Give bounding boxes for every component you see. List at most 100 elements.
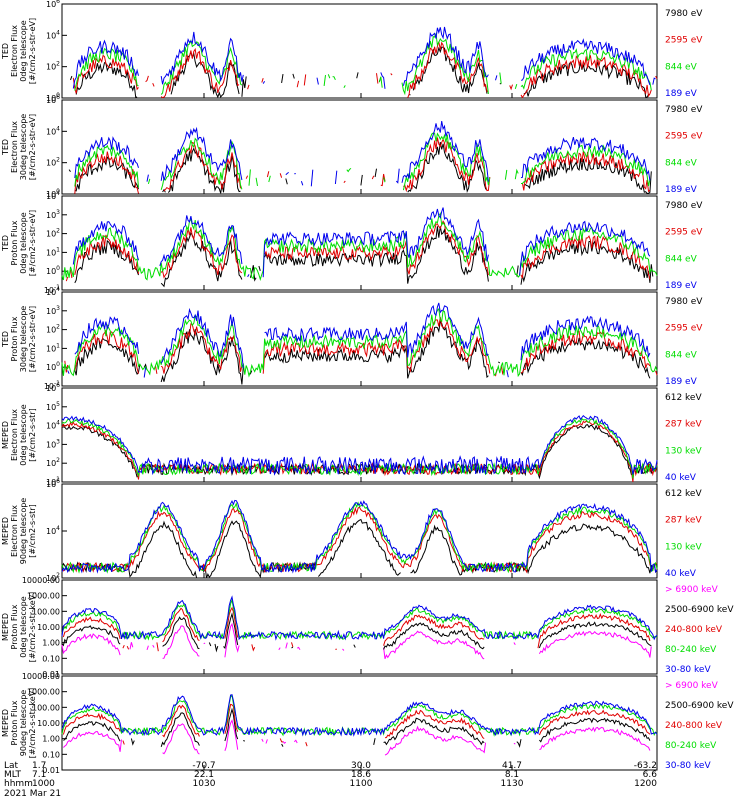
- y-tick-label: 10.00: [37, 719, 60, 728]
- legend-entry: 7980 eV: [665, 105, 703, 115]
- y-axis-label: TEDElectron Flux30deg telescope[#/cm2-s-…: [1, 114, 37, 181]
- y-tick-label: 100.00: [32, 607, 60, 616]
- legend-entry: 844 eV: [665, 62, 698, 72]
- y-tick-label: 101: [46, 476, 60, 487]
- legend-entry: 7980 eV: [665, 9, 703, 19]
- legend-entry: 240-800 keV: [665, 721, 723, 731]
- panel-frame: [61, 3, 658, 99]
- legend-entry: 7980 eV: [665, 297, 703, 307]
- legend-entry: 844 eV: [665, 254, 698, 264]
- x-tick-label-mlt: 8.1: [505, 770, 519, 780]
- series-trace-blue: [72, 26, 656, 89]
- y-axis-label: TEDProton Flux0deg telescope[#/cm2-s-str…: [1, 210, 37, 276]
- y-axis-label: MEPEDProton Flux90deg telescope[#/cm2-s-…: [1, 688, 37, 759]
- legend-entry: 844 eV: [665, 158, 698, 168]
- y-tick-label: 100: [46, 92, 60, 103]
- legend-entry: 40 keV: [665, 473, 697, 483]
- x-tick-label-lat: -70.7: [192, 761, 215, 771]
- row-label-lat: Lat: [4, 761, 19, 771]
- panel-frame: [61, 195, 658, 291]
- y-tick-label: 104: [46, 190, 60, 201]
- x-tick-label-hhmm: 1000: [32, 779, 55, 789]
- y-tick-label: 0.01: [42, 670, 60, 679]
- legend-entry: 2595 eV: [665, 132, 703, 142]
- y-tick-label: 106: [46, 94, 60, 105]
- y-axis-label: TEDElectron Flux0deg telescope[#/cm2-s-s…: [1, 18, 37, 84]
- y-tick-label: 10000.00: [22, 672, 60, 681]
- x-tick-label-mlt: 18.6: [351, 770, 371, 780]
- y-tick-label: 102: [46, 572, 60, 583]
- series-trace-red: [72, 41, 658, 99]
- series-trace-blue: [61, 414, 658, 476]
- x-tick-label-hhmm: 1130: [501, 779, 524, 789]
- y-tick-label: 100: [46, 265, 60, 276]
- series-trace-red: [62, 606, 651, 652]
- series-trace-green: [61, 417, 658, 479]
- row-label-mlt: MLT: [4, 770, 22, 780]
- legend-entry: 189 eV: [665, 89, 698, 99]
- y-tick-label: 102: [46, 457, 60, 468]
- y-tick-label: 1000.00: [27, 592, 60, 601]
- y-tick-label: 102: [46, 324, 60, 335]
- legend-entry: 612 keV: [665, 489, 702, 499]
- y-tick-label: 104: [46, 29, 60, 40]
- legend-entry: 130 keV: [665, 446, 702, 456]
- legend-entry: 240-800 keV: [665, 625, 723, 635]
- panel-frame: [61, 291, 658, 387]
- legend-entry: 80-240 keV: [665, 645, 717, 655]
- y-axis-label: MEPEDElectron Flux0deg telescope[#/cm2-s…: [1, 404, 37, 465]
- legend-entry: 2595 eV: [665, 36, 703, 46]
- legend-entry: 2500-6900 keV: [665, 701, 734, 711]
- y-tick-label: 104: [46, 525, 60, 536]
- y-tick-label: 104: [46, 420, 60, 431]
- y-tick-label: 104: [46, 286, 60, 297]
- legend-entry: 30-80 keV: [665, 761, 711, 771]
- legend-entry: 612 keV: [665, 393, 702, 403]
- panel-1: 100 102 104 106 TEDElectron Flux0deg telesco…: [1, 0, 703, 103]
- x-tick-label-hhmm: 1200: [634, 779, 657, 789]
- series-trace-blue: [74, 121, 651, 187]
- x-tick-label-mlt: 7.1: [32, 770, 46, 780]
- legend-entry: 30-80 keV: [665, 665, 711, 675]
- series-trace-green: [61, 501, 658, 574]
- series-trace-blue: [61, 694, 658, 737]
- x-tick-label-lat: 41.7: [502, 761, 522, 771]
- panel-frame: [61, 99, 658, 195]
- y-axis-label: MEPEDProton Flux0deg telescope[#/cm2-s-s…: [1, 592, 37, 663]
- row-label-hhmm: hhmm: [4, 779, 33, 789]
- panel-8: 0.01 0.10 1.00 10.00 100.00 1000.00 10000.00 ME…: [1, 672, 734, 775]
- legend-entry: 80-240 keV: [665, 741, 717, 751]
- legend-entry: 130 keV: [665, 542, 702, 552]
- series-trace-green: [74, 32, 652, 96]
- legend-entry: 189 eV: [665, 281, 698, 291]
- series-trace-green: [61, 307, 658, 378]
- y-tick-label: 0.10: [42, 654, 60, 663]
- legend-entry: > 6900 keV: [665, 681, 719, 691]
- y-tick-label: 106: [46, 478, 60, 489]
- legend-entry: 2595 eV: [665, 324, 703, 334]
- x-tick-label-mlt: 6.6: [643, 770, 658, 780]
- y-tick-label: 103: [46, 209, 60, 220]
- x-tick-label-lat: 30.0: [351, 761, 371, 771]
- legend-entry: 189 eV: [665, 185, 698, 195]
- legend-entry: 189 eV: [665, 377, 698, 387]
- series-trace-blue: [72, 207, 651, 278]
- y-tick-label: 1.00: [42, 639, 60, 648]
- series-trace-black: [63, 707, 651, 748]
- panel-7: 0.01 0.10 1.00 10.00 100.00 1000.00 10000.00 ME…: [1, 576, 734, 679]
- y-tick-label: 102: [46, 157, 60, 168]
- legend-entry: 844 eV: [665, 350, 698, 360]
- y-tick-label: 10-1: [44, 284, 60, 295]
- y-tick-label: 103: [46, 305, 60, 316]
- y-tick-label: 100: [46, 361, 60, 372]
- panel-2: 100 102 104 106 TEDElectron Flux30deg telesc…: [1, 94, 703, 199]
- panels: 100 102 104 106 TEDElectron Flux0deg telesco…: [1, 0, 734, 775]
- y-tick-label: 101: [46, 342, 60, 353]
- x-tick-label-mlt: 22.1: [194, 770, 214, 780]
- panel-6: 102 104 106 MEPEDElectron Flux90deg telesco…: [1, 478, 702, 583]
- y-tick-label: 101: [46, 246, 60, 257]
- y-tick-label: 1.00: [42, 735, 60, 744]
- y-tick-label: 106: [46, 0, 60, 9]
